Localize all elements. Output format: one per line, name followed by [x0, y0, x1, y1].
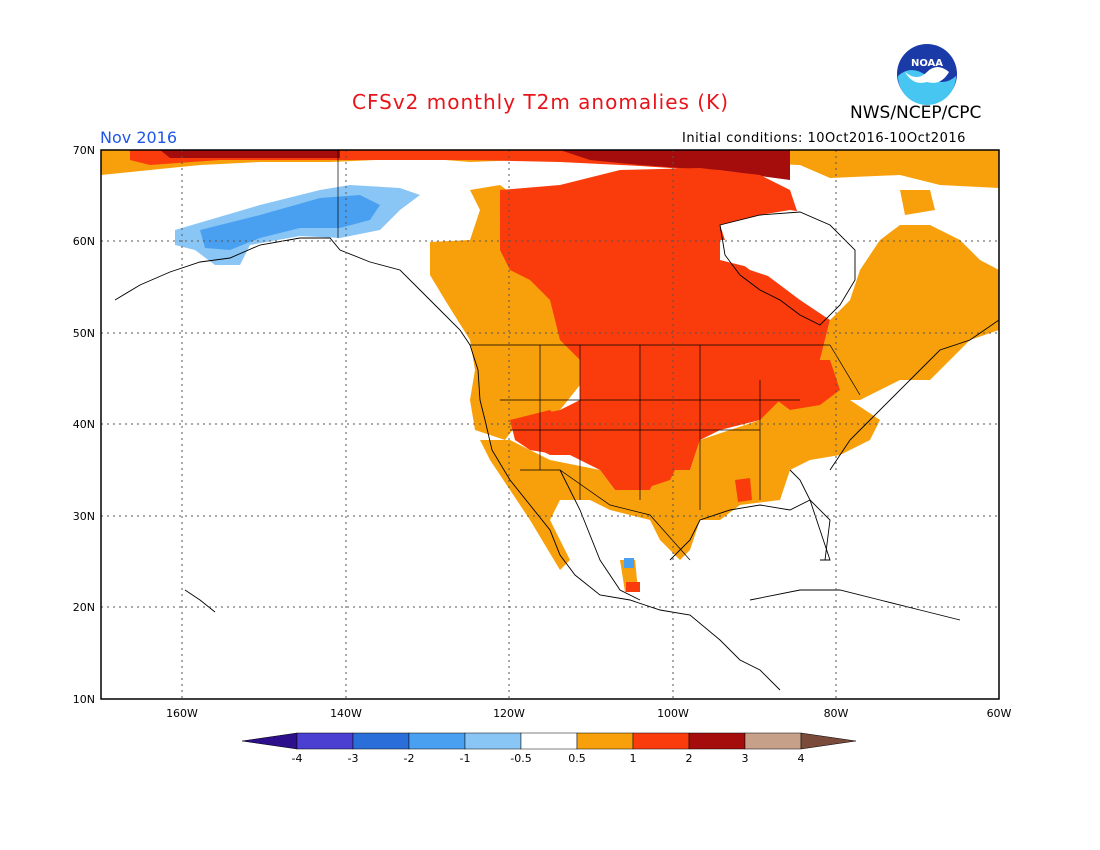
lat-tick-label: 50N [73, 327, 95, 340]
legend-tick-label: -1 [460, 752, 471, 765]
legend-tick-label: -0.5 [510, 752, 531, 765]
baffin-dark-strip [560, 150, 790, 180]
lat-labels: 70N 60N 50N 40N 30N 20N 10N [73, 144, 95, 706]
arctic-dark-strip [160, 150, 340, 158]
eastern-canada-orange [820, 225, 999, 400]
lon-tick-label: 160W [166, 707, 198, 720]
legend-tick-label: 3 [742, 752, 749, 765]
legend-tick-label: -2 [404, 752, 415, 765]
alaska-cool-mid [200, 195, 380, 250]
central-red-core [500, 168, 830, 490]
lat-tick-label: 70N [73, 144, 95, 157]
legend-tick-label: -3 [348, 752, 359, 765]
color-legend: -4 -3 -2 -1 -0.5 0.5 1 2 3 4 [241, 732, 857, 765]
mexico-cool-dot [624, 558, 634, 568]
legend-swatch [520, 732, 578, 750]
lon-tick-label: 120W [493, 707, 525, 720]
legend-arrow-low [241, 732, 298, 750]
lon-labels: 160W 140W 120W 100W 80W 60W [166, 707, 1011, 720]
legend-swatch [352, 732, 410, 750]
lat-tick-label: 20N [73, 601, 95, 614]
valid-period-label: Nov 2016 [100, 128, 178, 147]
hudson-bay-neutral [720, 210, 860, 320]
lon-tick-label: 140W [330, 707, 362, 720]
svg-text:NOAA: NOAA [911, 58, 943, 69]
initial-conditions-label: Initial conditions: 10Oct2016-10Oct2016 [682, 131, 966, 146]
lat-tick-label: 40N [73, 418, 95, 431]
mexico-red [626, 582, 640, 592]
lat-tick-label: 60N [73, 235, 95, 248]
legend-tick-label: 0.5 [568, 752, 586, 765]
legend-swatch [688, 732, 746, 750]
legend-tick-label: 2 [686, 752, 693, 765]
organization-label: NWS/NCEP/CPC [850, 103, 982, 123]
coastlines [114, 211, 999, 691]
florida-orange [735, 478, 752, 502]
lat-tick-label: 30N [73, 510, 95, 523]
legend-arrow-high [800, 732, 857, 750]
map-frame [100, 149, 1000, 700]
borders [337, 150, 861, 561]
chart-title: CFSv2 monthly T2m anomalies (K) [352, 90, 729, 114]
legend-tick-label: 4 [798, 752, 805, 765]
lon-tick-label: 80W [824, 707, 849, 720]
west-us-orange [470, 340, 600, 440]
lat-tick-label: 10N [73, 693, 95, 706]
great-lakes-red [770, 360, 840, 410]
legend-swatch [576, 732, 634, 750]
lon-tick-label: 60W [987, 707, 1012, 720]
noaa-logo: NOAA [895, 42, 959, 106]
legend-swatch [408, 732, 466, 750]
greenland-fringe [900, 190, 935, 215]
legend-swatch [296, 732, 354, 750]
gridlines [101, 150, 999, 699]
anomaly-shading [101, 150, 999, 592]
legend-swatch [744, 732, 802, 750]
legend-tick-label: 1 [630, 752, 637, 765]
lon-tick-label: 100W [657, 707, 689, 720]
legend-swatch [464, 732, 522, 750]
southern-us-orange [480, 380, 880, 570]
texas-red [610, 450, 680, 490]
legend-tick-label: -4 [292, 752, 303, 765]
legend-swatch [632, 732, 690, 750]
